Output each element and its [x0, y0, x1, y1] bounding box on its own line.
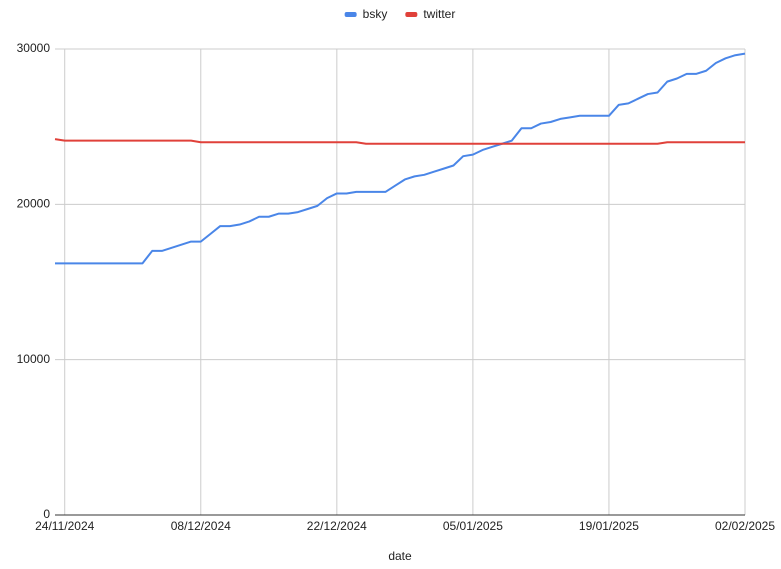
legend-swatch	[405, 12, 418, 17]
legend-swatch	[344, 12, 357, 17]
x-tick-label: 02/02/2025	[715, 519, 775, 533]
y-tick-label: 20000	[17, 197, 51, 211]
x-tick-label: 24/11/2024	[35, 519, 94, 533]
series-line	[54, 138, 745, 145]
y-tick-label: 30000	[17, 41, 51, 55]
x-tick-label: 22/12/2024	[307, 519, 367, 533]
x-tick-label: 05/01/2025	[443, 519, 503, 533]
y-tick-label: 0	[43, 507, 50, 521]
x-axis-label: date	[388, 549, 412, 563]
legend-label: twitter	[423, 7, 455, 21]
y-tick-label: 10000	[17, 352, 51, 366]
x-tick-label: 19/01/2025	[579, 519, 639, 533]
x-tick-label: 08/12/2024	[171, 519, 231, 533]
series-line	[55, 52, 746, 265]
legend-label: bsky	[363, 7, 388, 21]
